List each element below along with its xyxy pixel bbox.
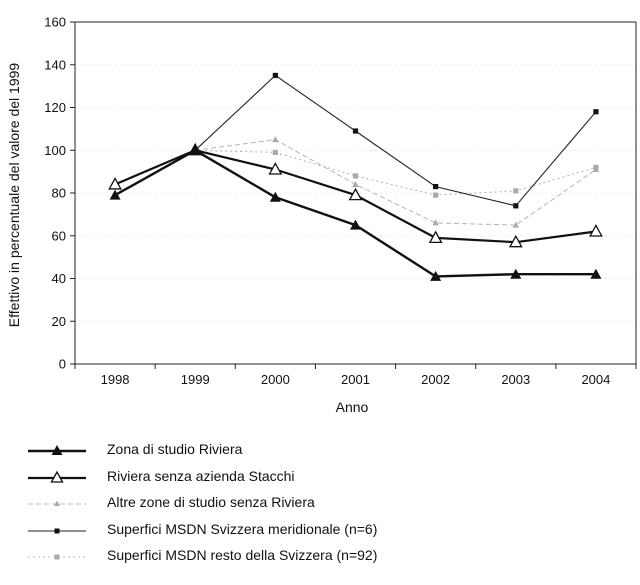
y-tick-label: 140 [44, 57, 66, 72]
series-layer [108, 72, 603, 281]
x-tick-label: 2001 [341, 372, 370, 387]
series-3-line [195, 139, 597, 226]
x-tick-label: 2003 [501, 372, 530, 387]
x-tick-label: 2002 [421, 372, 450, 387]
series-1-point [269, 191, 281, 202]
legend-item-msdn-resto: Superfici MSDN resto della Svizzera (n=9… [0, 544, 640, 571]
x-tick-label: 1998 [101, 372, 130, 387]
line-chart: 0 20 40 60 80 100 120 140 160 1998 1999 2000 2001 200… [6, 15, 637, 415]
series-5-point [433, 192, 439, 198]
legend-label: Riviera senza azienda Stacchi [107, 467, 295, 484]
legend-label: Zona di studio Riviera [107, 441, 243, 457]
legend-label: Superfici MSDN resto della Svizzera (n=9… [107, 547, 378, 563]
legend-item-riviera-senza-stacchi: Riviera senza azienda Stacchi [0, 465, 640, 492]
series-2-point [508, 234, 523, 248]
series-5-line [195, 149, 597, 196]
series-3-point [592, 165, 600, 172]
series-3-point [272, 136, 279, 143]
series-5-point [513, 188, 519, 194]
series-1-point [189, 144, 201, 155]
series-1-point [590, 268, 602, 279]
series-4-line [194, 74, 597, 207]
legend-item-zona-riviera: Zona di studio Riviera [0, 438, 640, 465]
series-3-point [352, 180, 359, 187]
series-5-point [352, 173, 359, 179]
y-tick-label: 100 [44, 143, 66, 158]
series-5-point [272, 149, 278, 155]
series-1-point [430, 270, 442, 281]
series-4-point [513, 203, 519, 209]
series-2-point [268, 162, 283, 175]
legend-label: Superfici MSDN Svizzera meridionale (n=6… [107, 520, 378, 537]
y-tick-label: 80 [52, 186, 66, 201]
legend-swatch-gray-triangle [28, 500, 86, 506]
series-2-point [108, 177, 122, 190]
legend-item-altre-zone: Altre zone di studio senza Riviera [0, 491, 640, 518]
series-3-point [432, 219, 439, 226]
series-1-point [350, 219, 361, 230]
legend-item-msdn-meridionale: Superfici MSDN Svizzera meridionale (n=6… [0, 518, 640, 545]
series-2-point [348, 187, 363, 201]
legend-swatch-open-triangle [28, 470, 86, 483]
series-2-point [589, 224, 603, 237]
x-tick-label: 1999 [181, 372, 210, 387]
y-tick-label: 160 [44, 15, 66, 30]
y-axis-title: Effettivo in percentuale del valore del … [6, 63, 22, 328]
y-tick-label: 60 [52, 228, 66, 243]
series-2-point [428, 230, 443, 244]
series-1-point [109, 189, 121, 200]
legend-label: Altre zone di studio senza Riviera [107, 494, 315, 510]
axes-layer [70, 21, 637, 369]
series-1-line [114, 149, 596, 278]
y-tick-label: 0 [59, 357, 66, 372]
tick-labels: 0 20 40 60 80 100 120 140 160 1998 1999 2000 2001 200… [44, 15, 610, 388]
y-tick-label: 40 [52, 271, 66, 286]
y-tick-label: 120 [44, 100, 66, 115]
legend: Zona di studio Riviera Riviera senza azi… [0, 438, 640, 571]
series-4-point [593, 109, 599, 115]
series-1-point [510, 268, 522, 279]
x-tick-label: 2004 [581, 372, 610, 387]
y-tick-label: 20 [52, 314, 66, 329]
series-4-point [433, 183, 439, 190]
legend-swatch-filled-triangle [28, 445, 86, 455]
x-axis-title: Anno [336, 399, 369, 415]
series-4-point [352, 128, 359, 134]
legend-swatch-gray-square [28, 554, 86, 560]
legend-swatch-filled-square [28, 528, 86, 533]
series-4-point [272, 72, 278, 79]
series-3-point [512, 221, 519, 228]
x-tick-label: 2000 [261, 372, 290, 387]
